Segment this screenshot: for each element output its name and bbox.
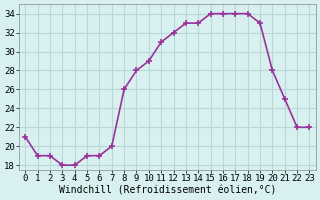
X-axis label: Windchill (Refroidissement éolien,°C): Windchill (Refroidissement éolien,°C) xyxy=(59,186,276,196)
